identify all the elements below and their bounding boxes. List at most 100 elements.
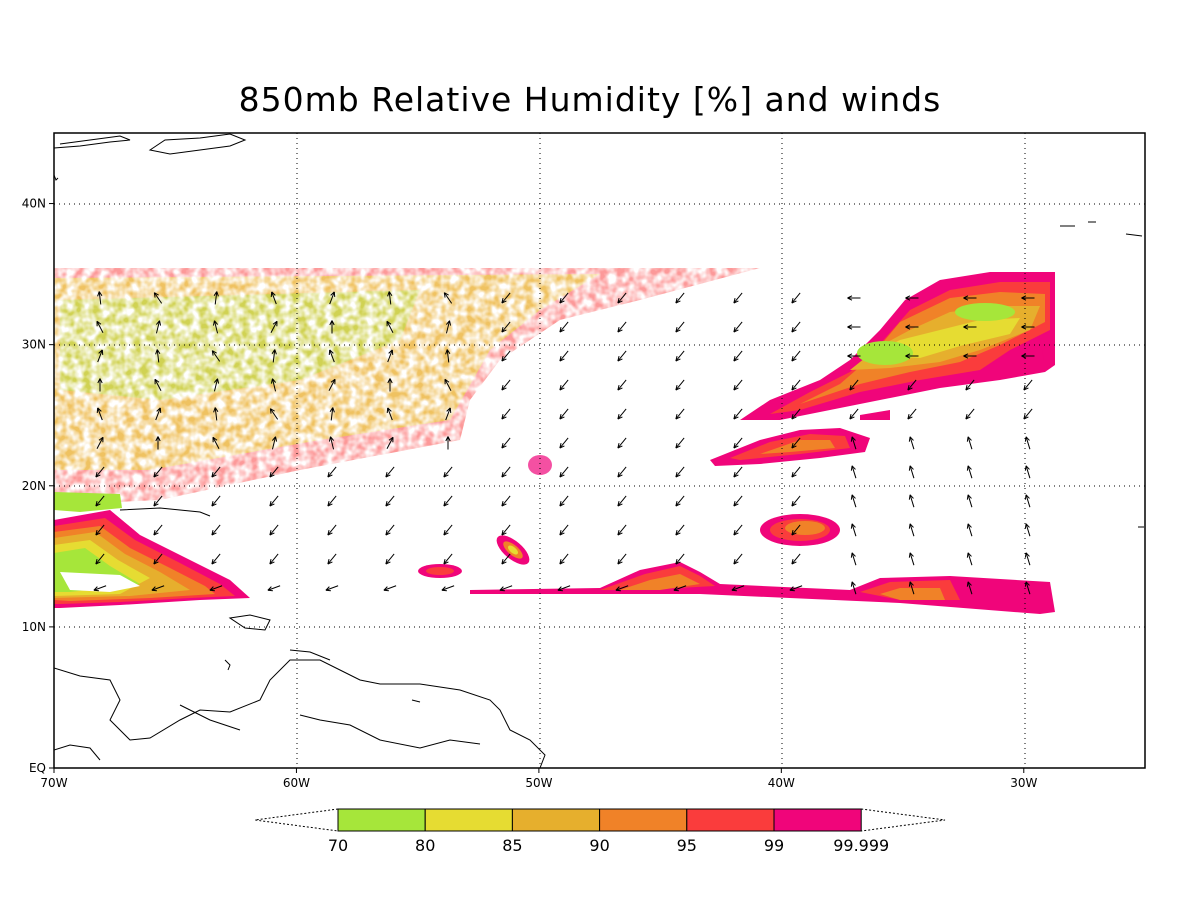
wind-arrow (271, 349, 277, 363)
wind-arrow (501, 466, 511, 478)
humidity-southern-band (470, 562, 1055, 614)
wind-arrow (907, 379, 917, 391)
wind-arrow (733, 321, 743, 333)
wind-arrow (559, 524, 569, 536)
wind-arrow (908, 436, 915, 450)
wind-arrow (966, 494, 973, 508)
wind-arrow (329, 407, 335, 421)
wind-arrow (966, 523, 973, 537)
colorbar-swatch (511, 808, 601, 832)
wind-arrow (905, 324, 919, 330)
wind-arrow (791, 437, 801, 449)
y-tick-label: 40N (22, 197, 46, 211)
wind-arrow (153, 466, 163, 478)
wind-arrow (97, 291, 103, 305)
wind-arrow (675, 350, 685, 362)
wind-arrow (847, 324, 861, 330)
wind-arrow (850, 552, 857, 566)
y-axis: EQ 10N 20N 30N 40N (22, 197, 54, 775)
wind-arrow (1024, 465, 1031, 479)
wind-arrow (617, 350, 627, 362)
wind-arrow (443, 553, 453, 565)
wind-arrow (559, 408, 569, 420)
wind-arrow (850, 581, 857, 595)
x-axis: 70W 60W 50W 40W 30W (40, 768, 1037, 790)
wind-arrow (154, 378, 162, 391)
wind-arrow (269, 466, 279, 478)
wind-arrow (1021, 324, 1035, 330)
wind-arrow (269, 495, 279, 507)
wind-arrow (501, 350, 511, 362)
wind-arrow (155, 407, 162, 421)
wind-arrow (269, 524, 279, 536)
wind-arrow (559, 553, 569, 565)
wind-arrow (789, 585, 803, 592)
wind-arrow (93, 585, 107, 592)
wind-arrow (95, 495, 105, 507)
wind-arrow (675, 408, 685, 420)
colorbar-swatch (686, 808, 775, 832)
y-tick-label: EQ (29, 761, 46, 775)
wind-arrow (617, 466, 627, 478)
wind-arrow (96, 436, 104, 449)
wind-arrow (153, 495, 163, 507)
wind-arrow (267, 585, 281, 592)
wind-arrow (441, 585, 455, 592)
wind-arrow (908, 581, 915, 595)
wind-arrow (327, 553, 337, 565)
humidity-shading (54, 265, 1055, 614)
wind-arrow (443, 292, 453, 304)
wind-arrow (387, 349, 394, 363)
wind-arrow (1021, 295, 1035, 301)
wind-arrow (501, 495, 511, 507)
wind-arrow (791, 553, 801, 565)
wind-arrow (325, 585, 339, 592)
wind-arrow (791, 292, 801, 304)
wind-arrow (328, 436, 335, 450)
wind-arrow (387, 291, 393, 305)
wind-arrow (269, 553, 279, 565)
wind-arrow (559, 350, 569, 362)
wind-arrow (445, 407, 452, 421)
wind-arrow (385, 466, 395, 478)
colorbar-label: 70 (328, 836, 348, 855)
wind-arrow (733, 466, 743, 478)
wind-arrow (966, 552, 973, 566)
x-tick-label: 30W (1010, 776, 1037, 790)
wind-arrow (1024, 494, 1031, 508)
wind-arrow (213, 378, 220, 392)
wind-arrow (385, 553, 395, 565)
wind-arrow (733, 437, 743, 449)
wind-arrow (963, 353, 977, 359)
colorbar-swatch (424, 808, 513, 832)
wind-arrow (675, 379, 685, 391)
wind-arrow (617, 408, 627, 420)
colorbar-label: 99.999 (833, 836, 889, 855)
wind-arrow (675, 524, 685, 536)
wind-arrow (1024, 436, 1031, 450)
wind-arrow (559, 437, 569, 449)
wind-arrow (850, 436, 857, 450)
colorbar-swatch (599, 808, 688, 832)
wind-arrow (791, 321, 801, 333)
wind-arrow (95, 524, 105, 536)
wind-arrow (908, 552, 915, 566)
wind-arrow (211, 524, 221, 536)
wind-arrow (96, 407, 103, 421)
wind-arrow (270, 291, 277, 305)
wind-arrow (673, 585, 687, 592)
wind-arrow (557, 585, 571, 592)
wind-arrow (97, 349, 104, 363)
wind-arrow (386, 407, 393, 421)
wind-arrow (733, 379, 743, 391)
wind-arrow (443, 495, 453, 507)
wind-arrow (559, 321, 569, 333)
wind-arrow (963, 324, 977, 330)
wind-arrow (211, 350, 221, 362)
wind-arrow (733, 553, 743, 565)
wind-arrow (501, 292, 511, 304)
wind-arrow (327, 524, 337, 536)
wind-arrow (965, 379, 975, 391)
wind-arrow (153, 553, 163, 565)
